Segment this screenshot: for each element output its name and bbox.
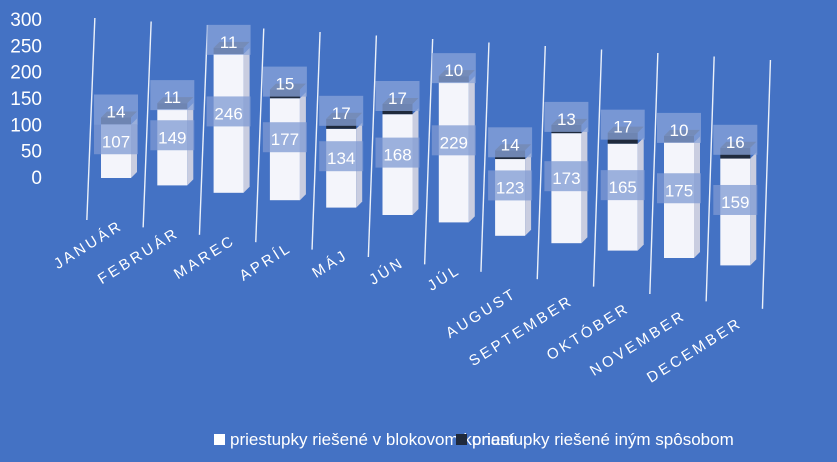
y-tick-label: 150 [10, 89, 42, 110]
data-label-box [488, 170, 533, 201]
x-tick-label: MÁJ [309, 247, 351, 282]
data-label-box [431, 53, 476, 84]
data-label-box [94, 94, 138, 125]
x-tick-label: APRÍL [237, 239, 296, 284]
depth-gridline [536, 45, 546, 280]
bar-group: 168 17 [375, 81, 420, 215]
data-label-blokove-konanie: 177 [271, 130, 299, 149]
data-label-box [544, 161, 589, 192]
x-tick-label: JÚL [425, 261, 464, 294]
data-label-box [657, 112, 701, 143]
data-label-iny-sposob: 11 [163, 88, 181, 107]
data-label-blokove-konanie: 173 [552, 169, 580, 188]
depth-gridline [592, 49, 603, 287]
data-label-box [600, 109, 645, 140]
y-tick-label: 50 [21, 142, 42, 163]
depth-gridline [86, 17, 96, 221]
bar-group: 159 16 [713, 124, 758, 266]
data-label-blokove-konanie: 168 [383, 146, 411, 165]
data-label-box [544, 101, 589, 132]
depth-gridline [311, 31, 321, 250]
data-label-box [431, 125, 476, 156]
y-tick-label: 200 [10, 63, 42, 84]
depth-gridline [480, 42, 490, 272]
bar-group: 123 14 [488, 127, 533, 236]
data-label-iny-sposob: 10 [444, 61, 463, 80]
y-tick-label: 100 [10, 115, 42, 136]
data-label-blokove-konanie: 123 [496, 178, 524, 197]
data-label-iny-sposob: 10 [670, 121, 689, 140]
depth-gridline [255, 28, 265, 243]
y-tick-label: 250 [10, 36, 42, 57]
depth-gridline [649, 52, 659, 295]
bar-group: 165 17 [600, 109, 645, 251]
data-label-iny-sposob: 11 [220, 33, 238, 52]
depth-gridline [705, 56, 715, 302]
data-label-box [375, 81, 420, 111]
data-label-blokove-konanie: 165 [609, 178, 637, 197]
data-label-box [150, 120, 195, 151]
data-label-blokove-konanie: 246 [214, 104, 242, 123]
y-tick-label: 0 [31, 168, 42, 189]
bar-group: 175 10 [657, 112, 701, 258]
depth-gridline [142, 21, 152, 228]
data-label-blokove-konanie: 107 [102, 132, 130, 151]
data-label-box [375, 137, 420, 168]
bar-group: 229 10 [431, 53, 476, 223]
x-tick-label: JÚN [366, 254, 407, 289]
data-label-iny-sposob: 13 [557, 110, 576, 129]
data-label-box [150, 80, 195, 111]
bar-group: 134 17 [319, 95, 364, 208]
bar-group: 149 11 [150, 80, 195, 186]
data-label-box [94, 124, 138, 155]
depth-gridlines [86, 17, 772, 309]
bar-group: 177 15 [262, 66, 307, 201]
data-label-box [713, 124, 758, 155]
legend-swatch [456, 434, 467, 445]
data-label-box [319, 141, 364, 172]
data-label-box [262, 66, 307, 97]
plot-area: 107 14 149 11 246 11 177 15 134 17 168 17 229 10 123 14… [94, 24, 758, 266]
legend-swatch [214, 434, 225, 445]
data-label-box [206, 96, 251, 127]
data-label-iny-sposob: 17 [613, 118, 632, 137]
legend-label: priestupky riešené iným spôsobom [472, 430, 734, 449]
data-label-box [657, 173, 701, 204]
bar-group: 107 14 [94, 94, 138, 178]
data-label-blokove-konanie: 175 [665, 181, 693, 200]
bar-group: 173 13 [544, 101, 589, 244]
data-label-blokove-konanie: 149 [158, 128, 186, 147]
data-label-box [713, 184, 758, 215]
data-label-iny-sposob: 17 [388, 89, 407, 108]
data-label-iny-sposob: 15 [275, 75, 294, 94]
data-label-box [262, 122, 307, 153]
data-label-box [206, 24, 251, 55]
depth-gridline [198, 24, 209, 235]
data-label-iny-sposob: 14 [107, 103, 126, 122]
depth-gridline [423, 38, 434, 265]
data-label-iny-sposob: 17 [332, 104, 351, 123]
data-label-box [488, 127, 533, 158]
legend-label: priestupky riešené v blokovom konaní [230, 430, 515, 449]
data-label-iny-sposob: 16 [726, 133, 745, 152]
y-axis: 0 50 100 150 200 250 300 [10, 10, 42, 189]
depth-gridline [761, 59, 772, 309]
bar-group: 246 11 [206, 24, 251, 193]
legend: priestupky riešené v blokovom konaníprie… [214, 430, 734, 449]
data-label-box [600, 170, 645, 201]
data-label-blokove-konanie: 229 [440, 133, 468, 152]
data-label-iny-sposob: 14 [501, 135, 520, 154]
y-tick-label: 300 [10, 10, 42, 31]
depth-gridline [367, 35, 378, 258]
data-label-blokove-konanie: 159 [721, 193, 749, 212]
data-label-box [319, 95, 364, 126]
data-label-blokove-konanie: 134 [327, 149, 355, 168]
